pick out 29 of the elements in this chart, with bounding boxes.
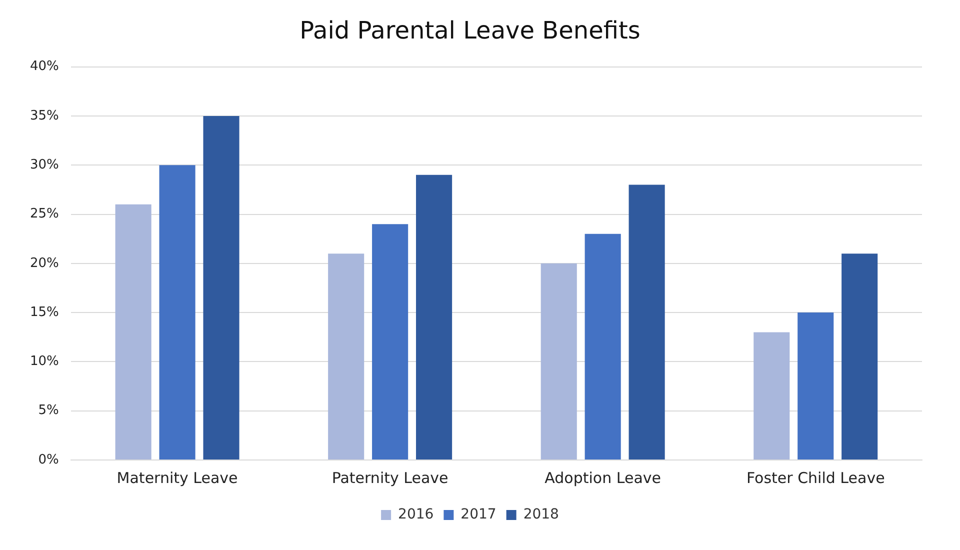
bar [540, 263, 577, 460]
bar [754, 332, 790, 460]
bar [628, 184, 665, 460]
y-tick-label: 10% [30, 354, 59, 370]
bar [203, 116, 240, 460]
y-tick-label: 35% [30, 108, 59, 124]
x-tick-label: Paternity Leave [332, 468, 448, 487]
y-tick-label: 5% [38, 403, 59, 418]
x-tick-label: Adoption Leave [544, 468, 662, 487]
bar [584, 234, 621, 460]
y-tick-label: 25% [30, 206, 59, 222]
x-tick-label: Foster Child Leave [746, 468, 885, 487]
bar [115, 204, 152, 460]
y-tick-label: 20% [30, 256, 59, 271]
bar [159, 165, 196, 460]
y-tick-label: 40% [30, 59, 59, 74]
legend-label: 2016 [398, 506, 434, 523]
legend-label: 2018 [523, 506, 559, 523]
y-tick-label: 30% [30, 157, 59, 172]
chart-title: Paid Parental Leave Benefits [300, 16, 640, 45]
bar [328, 254, 364, 460]
legend-label: 2017 [460, 506, 496, 523]
bar [798, 312, 834, 460]
bar [372, 224, 408, 460]
bar [416, 174, 452, 460]
x-tick-label: Maternity Leave [116, 468, 238, 487]
bar [842, 254, 878, 460]
y-tick-label: 0% [38, 452, 59, 468]
y-tick-label: 15% [30, 304, 59, 320]
